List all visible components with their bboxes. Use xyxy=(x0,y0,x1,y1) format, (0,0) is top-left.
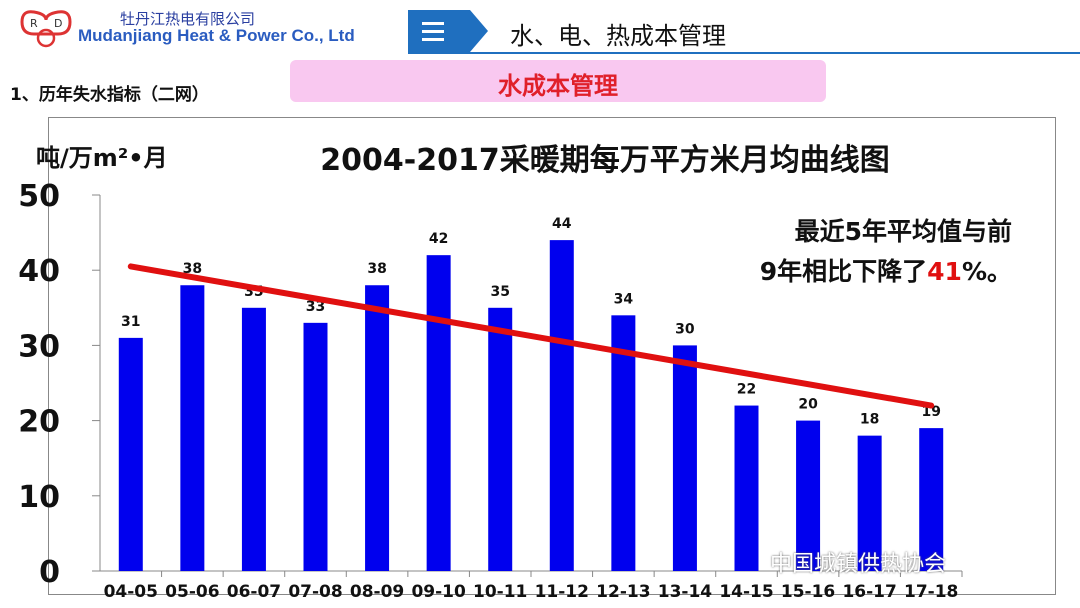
annotation-percent: 41 xyxy=(927,257,962,286)
svg-text:R: R xyxy=(30,17,38,30)
company-name-cn: 牡丹江热电有限公司 xyxy=(120,10,256,28)
y-tick-label: 0 xyxy=(39,555,60,590)
company-name-en: Mudanjiang Heat & Power Co., Ltd xyxy=(78,26,355,45)
bar xyxy=(611,315,636,571)
bar xyxy=(365,285,390,571)
y-tick-label: 50 xyxy=(18,179,60,214)
bar xyxy=(488,307,513,571)
data-label: 35 xyxy=(490,284,509,300)
bar xyxy=(180,285,205,571)
data-label: 38 xyxy=(367,261,386,277)
section-title: 水、电、热成本管理 xyxy=(510,22,726,50)
bar xyxy=(303,322,328,571)
x-tick-label: 11-12 xyxy=(535,582,589,602)
annotation-text: 9年相比下降了 xyxy=(760,257,927,286)
y-axis-label: 吨/万m²•月 xyxy=(36,144,168,172)
data-label: 20 xyxy=(798,397,818,413)
x-tick-label: 13-14 xyxy=(658,582,713,602)
data-label: 19 xyxy=(921,404,940,420)
trend-line xyxy=(127,263,935,409)
bar xyxy=(919,428,944,571)
watermark: 中国城镇供热协会 xyxy=(770,552,947,577)
x-tick-label: 08-09 xyxy=(350,582,404,602)
data-label: 38 xyxy=(183,261,202,277)
bar xyxy=(734,405,759,571)
data-label: 42 xyxy=(429,231,448,247)
y-tick-label: 20 xyxy=(18,405,60,440)
chart-frame xyxy=(48,117,1056,595)
data-label: 31 xyxy=(121,314,140,330)
svg-text:D: D xyxy=(54,17,62,30)
bar xyxy=(796,420,821,571)
x-tick-label: 06-07 xyxy=(227,582,281,602)
bar xyxy=(241,307,266,571)
x-tick-label: 16-17 xyxy=(842,582,896,602)
x-tick-label: 10-11 xyxy=(473,582,527,602)
three-lines-arrow-icon xyxy=(408,10,488,52)
y-tick-label: 10 xyxy=(18,480,60,515)
annotation-suffix: %。 xyxy=(962,257,1012,286)
annotation-line2: 9年相比下降了41%。 xyxy=(760,257,1012,286)
bar xyxy=(672,345,697,571)
chart-title: 2004-2017采暖期每万平方米月均曲线图 xyxy=(320,143,889,178)
bar xyxy=(426,255,451,571)
bar xyxy=(857,435,882,571)
header-divider xyxy=(408,52,1080,54)
x-tick-label: 14-15 xyxy=(719,582,773,602)
x-tick-label: 05-06 xyxy=(165,582,219,602)
data-label: 18 xyxy=(860,412,879,428)
x-tick-label: 07-08 xyxy=(288,582,342,602)
data-label: 30 xyxy=(675,321,695,337)
subheading: 1、历年失水指标（二网） xyxy=(10,85,209,105)
x-tick-label: 04-05 xyxy=(104,582,158,602)
bar xyxy=(118,337,143,571)
x-tick-label: 09-10 xyxy=(411,582,466,602)
banner-bg xyxy=(290,60,826,102)
annotation-line1: 最近5年平均值与前 xyxy=(795,217,1012,246)
x-tick-label: 15-16 xyxy=(781,582,835,602)
data-label: 22 xyxy=(737,382,756,398)
y-tick-label: 40 xyxy=(18,254,60,289)
x-tick-label: 17-18 xyxy=(904,582,958,602)
data-label: 44 xyxy=(552,216,572,232)
banner-title: 水成本管理 xyxy=(498,72,618,100)
data-label: 34 xyxy=(614,291,634,307)
bar xyxy=(549,240,574,571)
y-tick-label: 30 xyxy=(18,329,60,364)
data-label: 33 xyxy=(306,299,325,315)
x-tick-label: 12-13 xyxy=(596,582,650,602)
